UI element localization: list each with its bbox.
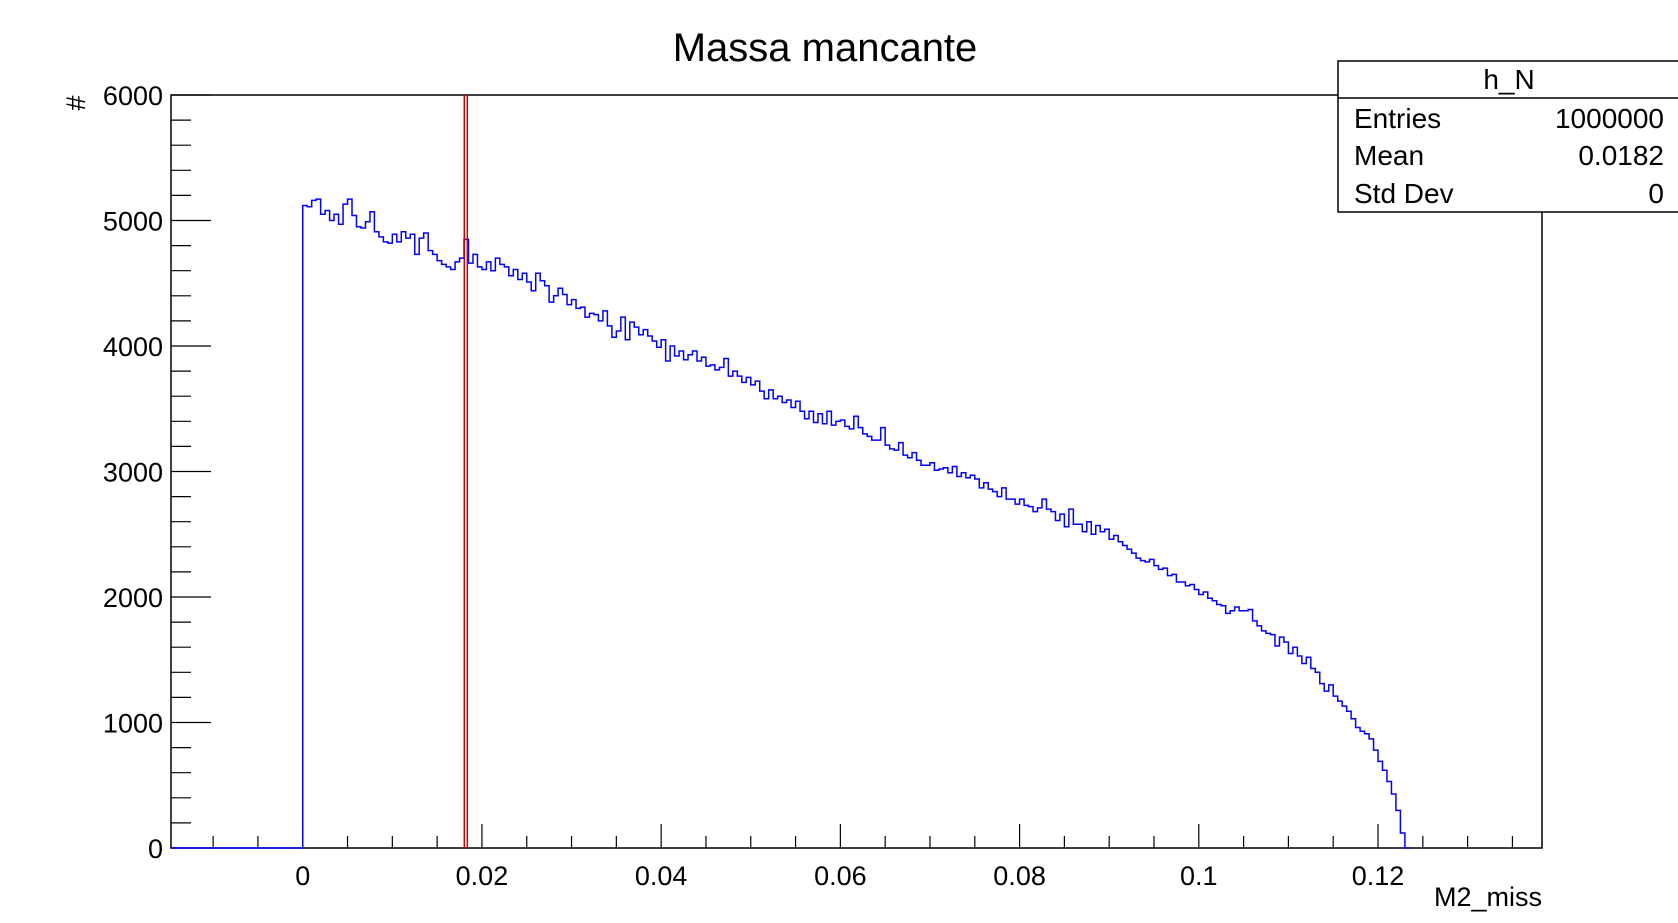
x-tick-label: 0.08 [993,861,1046,891]
chart-title: Massa mancante [673,26,978,70]
histogram-series-line [171,198,1410,849]
x-tick-label: 0 [295,861,310,891]
stats-box: h_N Entries 1000000 Mean 0.0182 Std Dev … [1337,60,1678,213]
stats-stddev-label: Std Dev [1354,178,1454,209]
x-tick-label: 0.02 [456,861,509,891]
x-tick-label: 0.12 [1352,861,1405,891]
stats-entries-label: Entries [1354,103,1441,134]
y-axis-label: # [61,95,91,110]
stats-mean-label: Mean [1354,140,1424,171]
x-tick-label: 0.04 [635,861,688,891]
y-tick-label: 0 [148,834,163,864]
x-tick-label: 0.06 [814,861,867,891]
x-axis-label: M2_miss [1434,882,1542,912]
stats-stddev-value: 0 [1648,178,1664,209]
stats-mean-value: 0.0182 [1578,140,1664,171]
y-tick-label: 3000 [103,458,163,488]
stats-box-frame [1337,60,1678,213]
y-tick-label: 1000 [103,709,163,739]
x-tick-label: 0.1 [1180,861,1218,891]
y-tick-label: 4000 [103,332,163,362]
plot-area: 0 0.02 0.04 0.06 0.08 0.1 0.12 0 1000 2000 3000 400… [103,81,1543,891]
y-tick-label: 2000 [103,583,163,613]
y-tick-label: 6000 [103,81,163,111]
stats-box-title: h_N [1483,64,1534,95]
y-tick-label: 5000 [103,207,163,237]
stats-entries-value: 1000000 [1555,103,1664,134]
